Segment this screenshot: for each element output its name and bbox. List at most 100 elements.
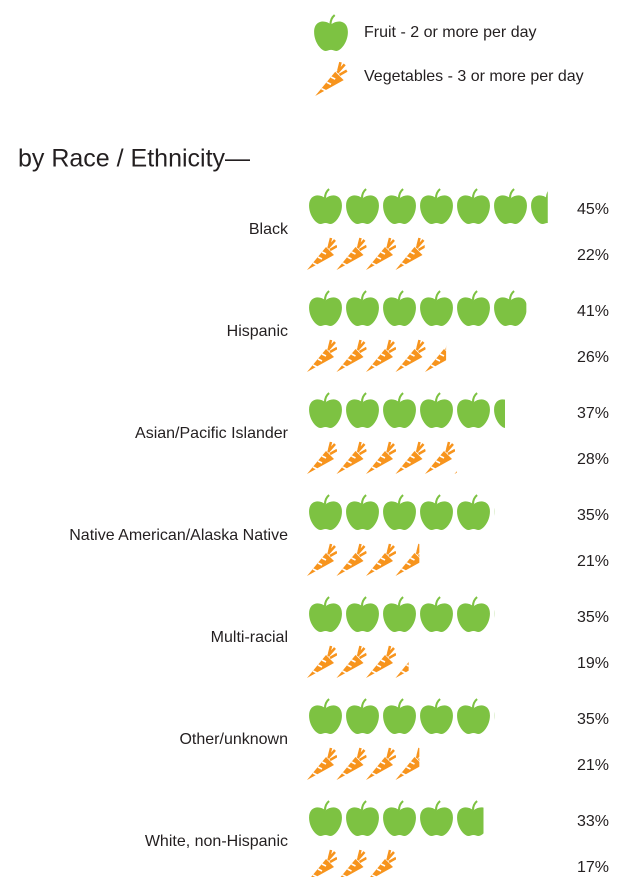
icon xyxy=(456,392,491,429)
icon xyxy=(307,644,337,678)
icon xyxy=(419,494,454,531)
icon xyxy=(382,494,417,531)
icon xyxy=(307,746,337,780)
icon xyxy=(493,392,505,429)
category-label: Multi-racial xyxy=(211,629,288,646)
icon xyxy=(419,800,454,837)
icon xyxy=(307,338,337,372)
category-label: Native American/Alaska Native xyxy=(69,527,288,544)
icon xyxy=(493,290,527,327)
legend-label: Vegetables - 3 or more per day xyxy=(364,68,584,85)
pictograph-bar xyxy=(308,596,495,633)
icon xyxy=(366,440,396,474)
icon xyxy=(493,494,495,531)
icon xyxy=(456,698,491,735)
icon xyxy=(395,440,426,474)
icon xyxy=(382,698,417,735)
pictograph-bar xyxy=(308,188,548,225)
icon xyxy=(308,596,343,633)
icon xyxy=(456,188,491,225)
category-label: Black xyxy=(249,221,289,238)
icon xyxy=(336,644,367,678)
icon xyxy=(419,188,454,225)
icon xyxy=(345,800,380,837)
value-label: 33% xyxy=(577,813,609,830)
icon xyxy=(307,440,337,474)
icon xyxy=(307,848,337,877)
icon xyxy=(382,596,417,633)
category-label: Hispanic xyxy=(227,323,288,340)
pictograph-bar xyxy=(307,338,447,372)
value-label: 35% xyxy=(577,711,609,728)
icon xyxy=(345,596,380,633)
value-label: 21% xyxy=(577,553,609,570)
icon xyxy=(395,746,420,780)
icon xyxy=(336,440,367,474)
icon xyxy=(366,236,396,270)
value-label: 45% xyxy=(577,201,609,218)
icon xyxy=(395,848,398,877)
icon xyxy=(493,188,528,225)
legend-icon xyxy=(313,60,349,96)
pictograph-bar xyxy=(307,746,420,780)
category-label: White, non-Hispanic xyxy=(145,833,288,850)
icon xyxy=(366,644,396,678)
chart-title: by Race / Ethnicity— xyxy=(18,145,250,173)
icon xyxy=(425,338,447,372)
icon xyxy=(419,392,454,429)
pictograph-bar xyxy=(308,392,505,429)
value-label: 22% xyxy=(577,247,609,264)
icon xyxy=(425,440,455,474)
category-label: Other/unknown xyxy=(179,731,288,748)
pictograph-bar xyxy=(307,644,409,678)
category-label: Asian/Pacific Islander xyxy=(135,425,289,442)
pictograph-bar xyxy=(308,290,527,327)
icon xyxy=(382,290,417,327)
value-label: 37% xyxy=(577,405,609,422)
pictograph-bar xyxy=(307,236,425,270)
icon xyxy=(419,596,454,633)
icon xyxy=(456,290,491,327)
pictograph-bar xyxy=(308,698,495,735)
value-label: 41% xyxy=(577,303,609,320)
icon xyxy=(345,392,380,429)
icon xyxy=(395,644,409,678)
pictograph-bar xyxy=(308,494,495,531)
value-label: 35% xyxy=(577,609,609,626)
value-label: 19% xyxy=(577,655,609,672)
value-label: 35% xyxy=(577,507,609,524)
icon xyxy=(366,542,396,576)
icon xyxy=(456,800,484,837)
pictograph-bar xyxy=(308,800,484,837)
icon xyxy=(336,542,367,576)
legend-label: Fruit - 2 or more per day xyxy=(364,24,537,41)
value-label: 28% xyxy=(577,451,609,468)
icon xyxy=(308,392,343,429)
icon xyxy=(395,236,425,270)
icon xyxy=(336,848,367,877)
icon xyxy=(308,494,343,531)
icon xyxy=(308,290,343,327)
icon xyxy=(382,188,417,225)
icon xyxy=(456,596,491,633)
icon xyxy=(345,698,380,735)
pictograph-bar xyxy=(307,440,457,474)
legend-icon xyxy=(313,14,349,52)
icon xyxy=(307,542,337,576)
icon xyxy=(308,698,343,735)
icon xyxy=(419,290,454,327)
icon xyxy=(382,800,417,837)
icon xyxy=(345,494,380,531)
value-label: 21% xyxy=(577,757,609,774)
value-label: 26% xyxy=(577,349,609,366)
icon xyxy=(345,188,380,225)
icon xyxy=(493,596,495,633)
icon xyxy=(456,494,491,531)
icon xyxy=(366,848,396,877)
icon xyxy=(336,236,367,270)
icon xyxy=(382,392,417,429)
icon xyxy=(395,542,420,576)
icon xyxy=(395,338,426,372)
icon xyxy=(308,188,343,225)
icon xyxy=(493,698,495,735)
